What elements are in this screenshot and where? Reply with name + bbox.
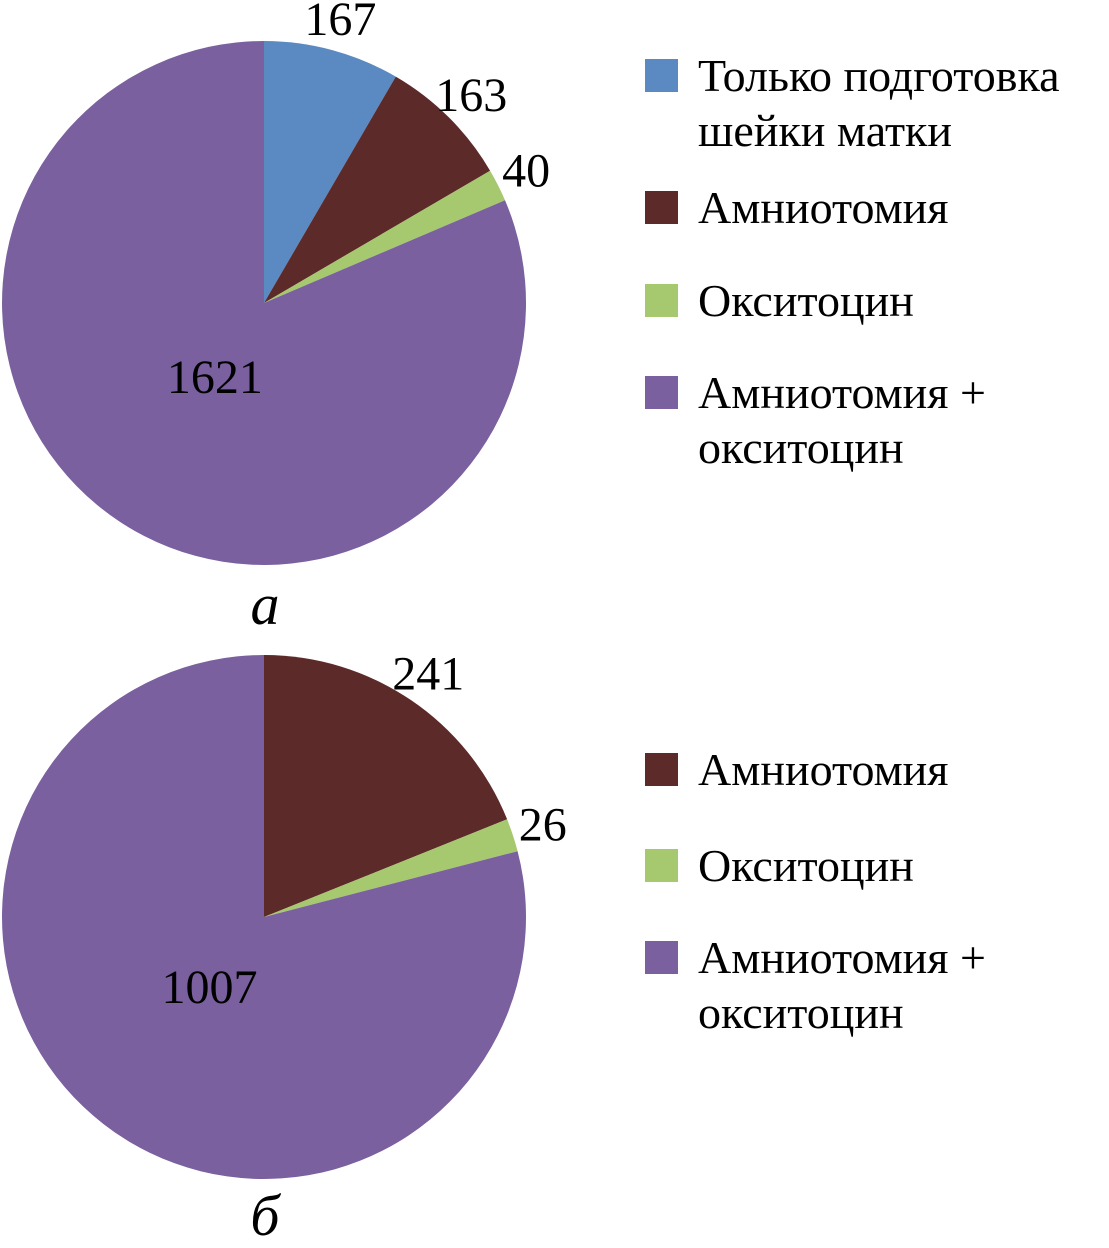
chart-a-caption: а [250,572,280,637]
legend-swatch-darkred [645,753,678,786]
pie-slice-1 [264,76,491,303]
slice-value-label-2: 1007 [162,961,258,1014]
legend-swatch-purple [645,376,678,409]
legend-item-oxytocin: Окситоцин [645,273,1109,328]
pie-slice-2 [264,170,505,303]
legend-label: Окситоцин [698,275,914,326]
legend-swatch-green [645,849,678,882]
slice-value-label-0: 167 [304,0,376,46]
pie-slice-0 [264,41,396,303]
slice-value-label-2: 40 [502,145,550,198]
pie-slice-1 [264,819,518,917]
legend-swatch-blue [645,59,678,92]
chart-b-caption: б [250,1183,280,1248]
legend-label: Амниотомия + окситоцин [698,932,986,1038]
pie-chart-a: 167 163 40 1621 [2,0,550,565]
legend-label: Амниотомия + окситоцин [698,367,986,473]
pie-slice-2 [1,655,526,1179]
legend-item-amniotomy-oxytocin: Амниотомия + окситоцин [645,930,1109,1040]
legend-swatch-green [645,284,678,317]
legend-label: Только подготовка шейки матки [698,50,1060,156]
legend-item-cervix-preparation: Только подготовка шейки матки [645,48,1109,158]
legend-item-amniotomy-oxytocin: Амниотомия + окситоцин [645,365,1109,475]
slice-value-label-3: 1621 [167,351,263,404]
legend-label: Амниотомия [698,182,949,233]
pie-chart-b: 241 26 1007 [1,647,567,1179]
slice-value-label-0: 241 [392,647,464,700]
legend-label: Окситоцин [698,840,914,891]
legend-swatch-darkred [645,191,678,224]
legend-item-amniotomy: Амниотомия [645,742,1109,797]
legend-swatch-purple [645,941,678,974]
legend-item-amniotomy: Амниотомия [645,180,1109,235]
slice-value-label-1: 163 [435,69,507,122]
legend-item-oxytocin: Окситоцин [645,838,1109,893]
legend-label: Амниотомия [698,744,949,795]
slice-value-label-1: 26 [519,799,567,852]
pie-slice-3 [2,41,527,565]
pie-slice-0 [264,655,508,917]
